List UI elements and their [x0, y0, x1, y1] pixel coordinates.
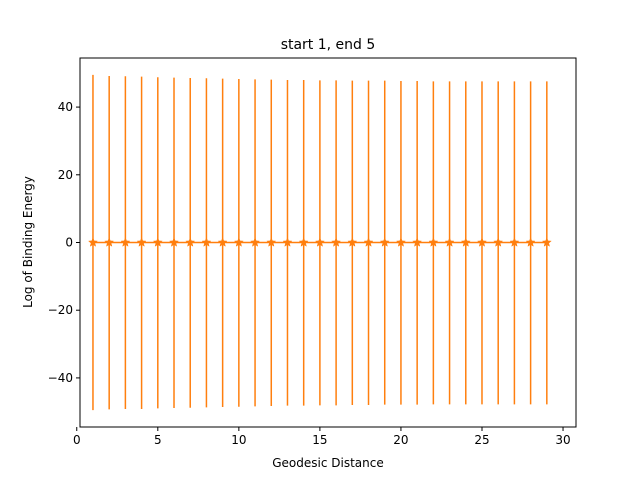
- data-point-star: [541, 237, 552, 247]
- x-tick-label: 10: [231, 433, 246, 447]
- x-tick-label: 30: [555, 433, 570, 447]
- data-point-star: [460, 237, 471, 247]
- y-tick-label: −40: [48, 371, 73, 385]
- y-tick-label: 40: [58, 100, 73, 114]
- x-tick-label: 5: [154, 433, 162, 447]
- x-tick-label: 0: [73, 433, 81, 447]
- data-point-star: [412, 237, 423, 247]
- data-point-star: [493, 237, 504, 247]
- data-point-star: [347, 237, 358, 247]
- data-point-star: [444, 237, 455, 247]
- y-tick-label: 20: [58, 168, 73, 182]
- data-point-star: [363, 237, 374, 247]
- plot-marks: [87, 74, 552, 411]
- data-point-star: [250, 237, 261, 247]
- data-point-star: [120, 237, 131, 247]
- y-axis-ticks: −40 −20 0 20 40: [48, 100, 80, 385]
- data-point-star: [104, 237, 115, 247]
- data-point-star: [525, 237, 536, 247]
- data-point-star: [509, 237, 520, 247]
- y-tick-label: 0: [65, 236, 73, 250]
- data-point-star: [201, 237, 212, 247]
- data-point-star: [428, 237, 439, 247]
- data-point-star: [331, 237, 342, 247]
- x-axis-label: Geodesic Distance: [272, 456, 384, 470]
- y-axis-label: Log of Binding Energy: [21, 176, 35, 308]
- data-point-star: [476, 237, 488, 247]
- data-point-star: [298, 237, 309, 247]
- data-point-star: [168, 237, 180, 247]
- chart-title: start 1, end 5: [281, 37, 376, 53]
- data-point-star: [136, 237, 147, 247]
- x-tick-label: 15: [312, 433, 327, 447]
- data-point-star: [152, 237, 163, 247]
- data-point-star: [185, 237, 196, 247]
- x-tick-label: 20: [393, 433, 408, 447]
- data-point-star: [282, 237, 293, 247]
- x-tick-label: 25: [474, 433, 489, 447]
- data-point-star: [217, 237, 228, 247]
- y-tick-label: −20: [48, 303, 73, 317]
- data-point-star: [314, 237, 325, 247]
- data-point-star: [266, 237, 277, 247]
- data-point-star: [379, 237, 390, 247]
- data-point-star: [87, 237, 98, 247]
- data-point-star: [395, 237, 406, 247]
- x-axis-ticks: 0 5 10 15 20 25 30: [73, 427, 571, 447]
- data-point-star: [233, 237, 244, 247]
